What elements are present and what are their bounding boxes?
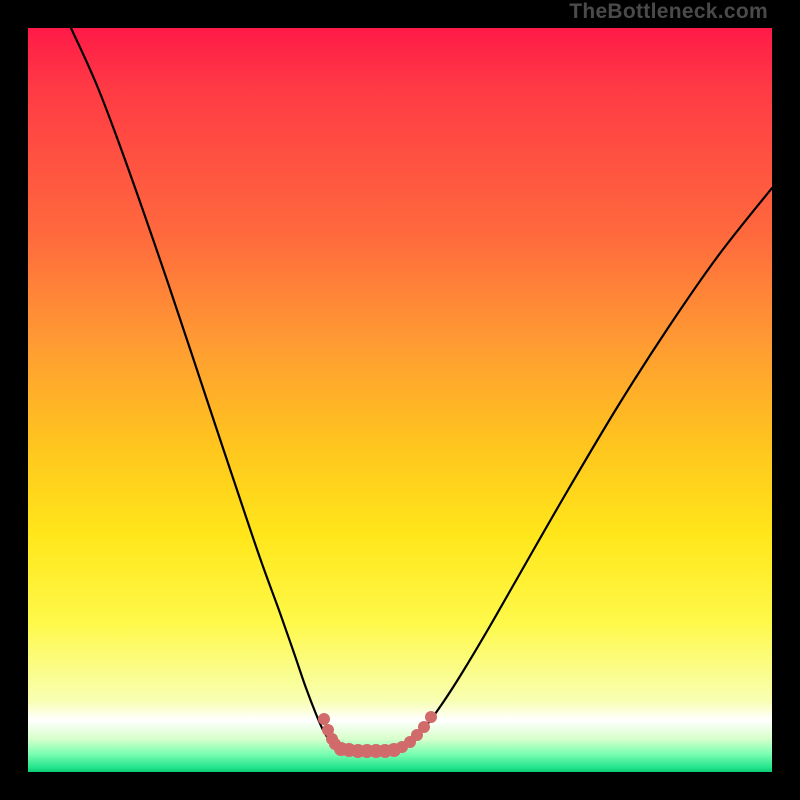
min-region-marker	[318, 713, 330, 725]
watermark-text: TheBottleneck.com	[569, 0, 768, 24]
plot-area	[28, 28, 772, 772]
curve-layer	[28, 28, 772, 772]
chart-stage: TheBottleneck.com	[0, 0, 800, 800]
bottleneck-curve	[71, 28, 772, 750]
min-region-marker	[418, 721, 430, 733]
min-region-marker	[425, 711, 437, 723]
